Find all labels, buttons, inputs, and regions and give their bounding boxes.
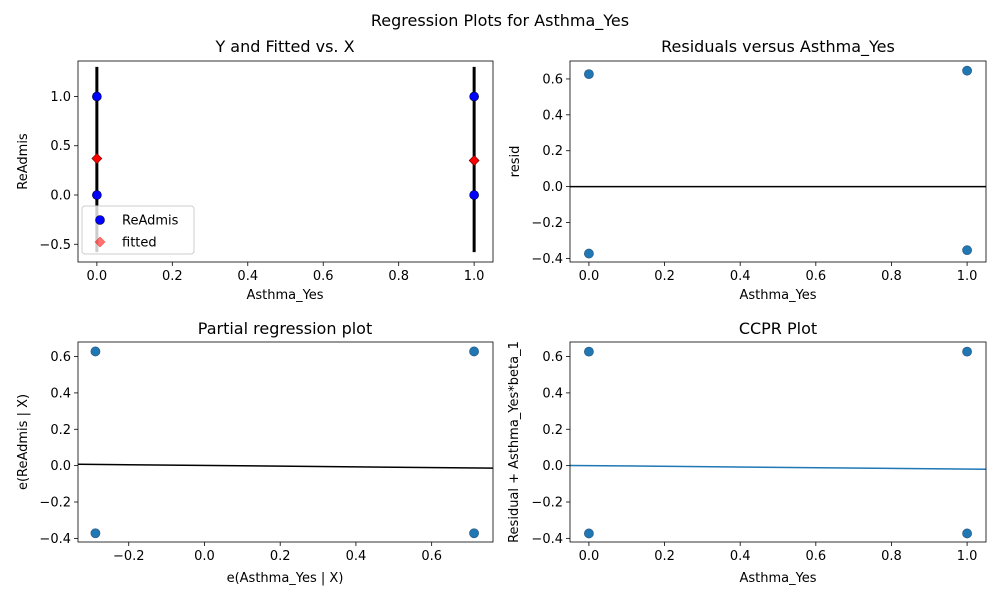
x-tick-label: 0.6: [421, 549, 442, 564]
ylabel-fitted-vs-x: ReAdmis: [16, 133, 31, 190]
figure-suptitle: Regression Plots for Asthma_Yes: [371, 11, 629, 31]
y-tick-label: 0.4: [542, 386, 563, 401]
x-tick-label: 0.8: [388, 269, 409, 284]
x-tick-label: 0.0: [194, 549, 215, 564]
x-tick-label: 0.2: [654, 549, 675, 564]
plot-area-fitted-vs-x: 0.0 0.2 0.4 0.6 0.8 1.0 −0.5 0.0 0.5 1.0 ReAdmis fi…: [39, 60, 494, 284]
scatter-point: [584, 248, 594, 259]
x-tick-label: 0.4: [730, 269, 751, 284]
scatter-point: [584, 346, 594, 357]
x-tick-label: 0.0: [87, 269, 108, 284]
y-tick-label: 0.6: [542, 72, 563, 87]
y-tick-label: 0.2: [542, 423, 563, 438]
x-tick-label: 0.4: [346, 549, 367, 564]
y-tick-label: 0.0: [50, 459, 71, 474]
scatter-point: [962, 346, 972, 357]
fitted-point: [91, 153, 103, 164]
x-tick-label: 0.2: [270, 549, 291, 564]
y-tick-label: 0.2: [542, 144, 563, 159]
axes-frame: [77, 60, 494, 263]
scatter-point: [90, 346, 101, 357]
y-tick-label: 0.6: [50, 350, 71, 365]
ylabel-resid-vs-x: resid: [508, 146, 523, 178]
xlabel-partial-regression: e(Asthma_Yes | X): [227, 571, 344, 586]
y-tick-label: −0.2: [39, 496, 71, 511]
y-tick-label: −0.4: [39, 532, 71, 547]
legend-box: [81, 205, 195, 255]
x-tick-label: 0.4: [730, 549, 751, 564]
observed-point: [92, 91, 102, 102]
xlabel-ccpr: Asthma_Yes: [739, 571, 816, 586]
plot-area-partial-regression: −0.2 0.0 0.2 0.4 0.6 −0.4 −0.2 0.0 0.2 0.4 0.6: [39, 341, 494, 564]
panel-title-ccpr: CCPR Plot: [739, 319, 817, 338]
y-tick-label: −0.4: [531, 252, 563, 267]
panel-resid-vs-x: Residuals versus Asthma_Yes Asthma_Yes r…: [508, 37, 987, 303]
y-tick-label: −0.5: [39, 238, 71, 253]
x-tick-label: 0.6: [313, 269, 334, 284]
fit-line: [78, 463, 493, 469]
scatter-point: [584, 69, 594, 80]
y-tick-label: 0.6: [542, 350, 563, 365]
x-tick-label: 0.2: [654, 269, 675, 284]
scatter-point: [962, 245, 972, 256]
observed-point: [469, 190, 479, 200]
legend-label-readmis: ReAdmis: [122, 214, 179, 229]
panel-partial-regression: Partial regression plot e(Asthma_Yes | X…: [16, 319, 494, 586]
y-tick-label: 0.0: [542, 180, 563, 195]
scatter-point: [584, 528, 594, 539]
x-tick-label: 1.0: [957, 269, 978, 284]
y-tick-label: 1.0: [50, 90, 71, 105]
x-tick-label: 0.4: [237, 269, 258, 284]
y-tick-label: 0.0: [50, 189, 71, 204]
legend-marker-fitted: [94, 236, 106, 248]
plot-marks: [570, 346, 986, 539]
panel-ccpr: CCPR Plot Asthma_Yes Residual + Asthma_Y…: [507, 319, 987, 586]
xlabel-fitted-vs-x: Asthma_Yes: [246, 288, 323, 303]
plot-marks: [570, 65, 986, 259]
y-tick-label: 0.2: [50, 423, 71, 438]
plot-area-resid-vs-x: 0.0 0.2 0.4 0.6 0.8 1.0 −0.4 −0.2 0.0 0.2 0.4 0.6: [531, 60, 987, 284]
axes-frame: [569, 341, 987, 543]
y-tick-label: 0.4: [50, 386, 71, 401]
axes-frame: [77, 341, 494, 543]
x-tick-label: 0.2: [162, 269, 183, 284]
y-tick-label: 0.0: [542, 459, 563, 474]
legend-marker-readmis: [95, 215, 105, 225]
scatter-point: [962, 528, 972, 539]
x-tick-label: 0.8: [881, 269, 902, 284]
x-tick-label: 1.0: [957, 549, 978, 564]
plot-area-ccpr: 0.0 0.2 0.4 0.6 0.8 1.0 −0.4 −0.2 0.0 0.2 0.4 0.6: [531, 341, 987, 564]
x-tick-label: 0.6: [805, 549, 826, 564]
panel-fitted-vs-x: Y and Fitted vs. X Asthma_Yes ReAdmis 0.…: [16, 37, 494, 303]
axes-frame: [569, 60, 987, 263]
ylabel-ccpr: Residual + Asthma_Yes*beta_1: [507, 341, 522, 543]
scatter-point: [90, 528, 101, 539]
x-tick-label: −0.2: [113, 549, 145, 564]
scatter-point: [469, 528, 479, 539]
y-tick-label: −0.4: [531, 532, 563, 547]
x-tick-label: 0.0: [579, 269, 600, 284]
plot-marks: [78, 346, 493, 539]
x-tick-label: 0.8: [881, 549, 902, 564]
y-tick-label: 0.4: [542, 108, 563, 123]
y-tick-label: −0.2: [531, 216, 563, 231]
xlabel-resid-vs-x: Asthma_Yes: [739, 288, 816, 303]
x-tick-label: 0.6: [805, 269, 826, 284]
x-tick-label: 1.0: [464, 269, 485, 284]
ylabel-partial-regression: e(ReAdmis | X): [16, 394, 31, 490]
fit-line: [570, 464, 986, 471]
observed-point: [92, 190, 102, 200]
panel-title-fitted-vs-x: Y and Fitted vs. X: [214, 37, 354, 56]
scatter-point: [962, 65, 972, 76]
fitted-point: [468, 155, 480, 166]
panel-title-partial-regression: Partial regression plot: [198, 319, 372, 338]
scatter-point: [469, 346, 479, 357]
observed-point: [469, 91, 479, 102]
legend-label-fitted: fitted: [122, 236, 157, 251]
y-tick-label: −0.2: [531, 496, 563, 511]
x-tick-label: 0.0: [579, 549, 600, 564]
panel-title-resid-vs-x: Residuals versus Asthma_Yes: [661, 37, 895, 57]
y-tick-label: 0.5: [50, 139, 71, 154]
